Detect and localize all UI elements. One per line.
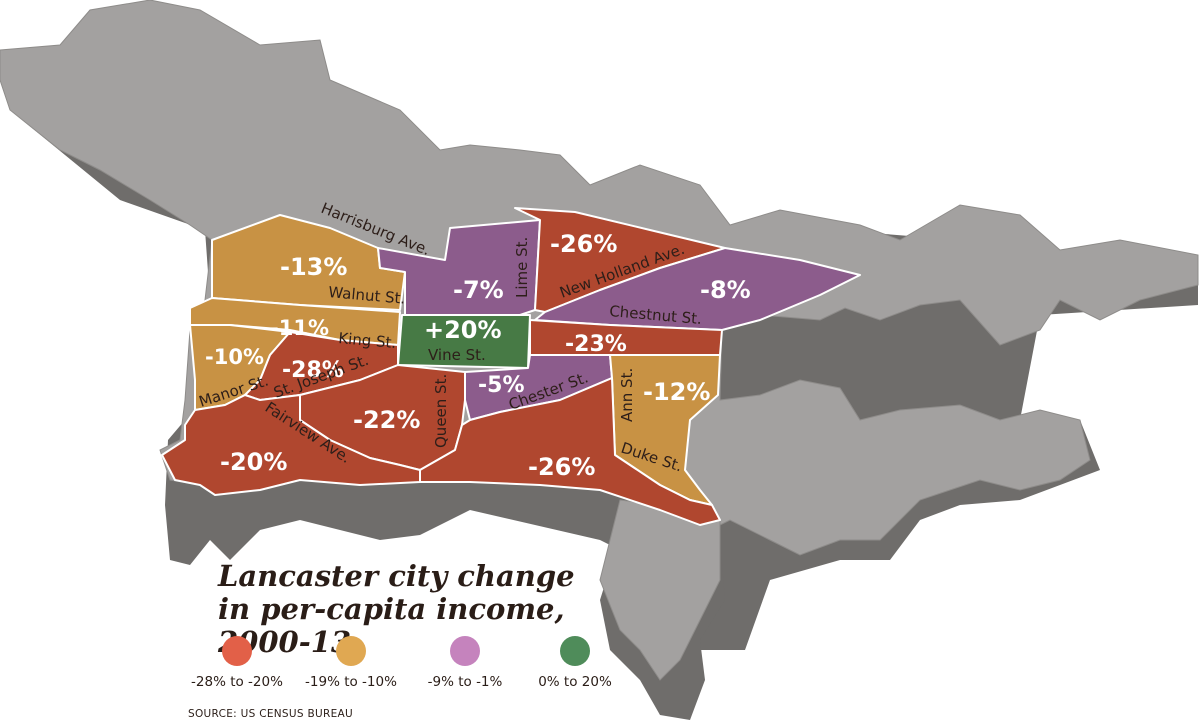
value-ann: -12% [643, 378, 710, 406]
value-nw-walnut: -13% [280, 253, 347, 281]
legend-item: -19% to -10% [296, 636, 406, 690]
tracts [161, 207, 861, 526]
legend-label: 0% to 20% [538, 674, 612, 690]
street-king: King St. [338, 329, 397, 352]
tract-harrisburg[interactable] [377, 219, 541, 316]
value-st-joseph: -28% [282, 358, 344, 383]
legend-label: -19% to -10% [305, 674, 397, 690]
tract-southeast[interactable] [419, 377, 721, 526]
legend-label: -9% to -1% [427, 674, 503, 690]
legend-label: -28% to -20% [191, 674, 283, 690]
tract-values: -13% -11% -10% -28% -7% +20% -26% -8% -2… [205, 230, 751, 481]
map-title: Lancaster city change in per-capita inco… [218, 560, 578, 659]
street-vine: Vine St. [428, 346, 486, 364]
value-manor: -10% [205, 345, 264, 369]
legend-swatch [450, 636, 480, 666]
legend: -28% to -20% -19% to -10% -9% to -1% 0% … [182, 636, 622, 696]
value-central-east: -23% [565, 332, 627, 357]
street-lime: Lime St. [513, 237, 531, 298]
value-queen-west: -22% [353, 406, 420, 434]
value-vine: +20% [424, 316, 502, 344]
value-southwest: -20% [220, 448, 287, 476]
source-note: SOURCE: US CENSUS BUREAU [188, 708, 353, 720]
street-queen: Queen St. [432, 374, 450, 448]
value-chestnut: -8% [700, 276, 751, 304]
value-king: -11% [270, 316, 329, 340]
legend-item: 0% to 20% [520, 636, 630, 690]
legend-swatch [336, 636, 366, 666]
legend-item: -9% to -1% [410, 636, 520, 690]
value-chester: -5% [478, 373, 524, 398]
legend-swatch [560, 636, 590, 666]
legend-swatch [222, 636, 252, 666]
value-southeast: -26% [528, 453, 595, 481]
value-harrisburg: -7% [453, 276, 504, 304]
value-new-holland: -26% [550, 230, 617, 258]
legend-item: -28% to -20% [182, 636, 292, 690]
map-title-text: Lancaster city change in per-capita inco… [218, 559, 575, 659]
street-ann: Ann St. [618, 368, 636, 422]
